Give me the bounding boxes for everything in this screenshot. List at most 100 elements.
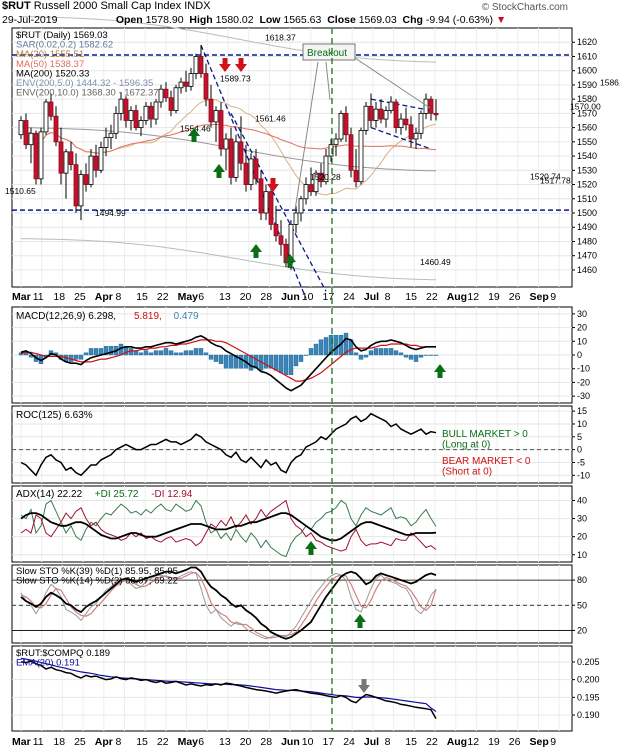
- legend-entry: ROC(125) 6.63%: [16, 410, 93, 421]
- candle: [218, 102, 224, 157]
- candle: [23, 113, 29, 149]
- y-tick-label: 1620: [577, 37, 597, 47]
- y-tick-label: 1520: [577, 180, 597, 190]
- x-axis-label: 10: [302, 291, 314, 303]
- x-axis-label: May: [178, 291, 199, 303]
- macd-histogram-bar: [278, 354, 284, 373]
- x-axis-label: Sep: [530, 736, 549, 748]
- macd-histogram-bar: [323, 337, 329, 356]
- candle-body: [163, 88, 169, 99]
- candle-body: [263, 191, 269, 214]
- x-axis-label: 22: [426, 736, 438, 748]
- candle-body: [253, 158, 259, 180]
- y-tick-label: -5: [577, 457, 585, 467]
- macd-histogram-bar: [388, 348, 394, 356]
- candle-body: [28, 132, 34, 146]
- y-tick-label: 1560: [577, 123, 597, 133]
- macd-histogram-bar: [403, 354, 409, 358]
- candle: [408, 116, 414, 148]
- x-axis-label: 28: [260, 736, 272, 748]
- buy-arrow-icon: [213, 164, 225, 178]
- macd-histogram-bar: [393, 350, 399, 356]
- breakout-callout-box: [302, 43, 356, 61]
- candle: [123, 96, 129, 128]
- macd-histogram-bar: [168, 350, 174, 356]
- candle: [353, 148, 359, 188]
- macd-histogram-bar: [358, 354, 364, 360]
- candle-body: [53, 115, 59, 143]
- macd-histogram-bar: [153, 350, 159, 356]
- candle-body: [23, 120, 29, 146]
- candle: [213, 106, 219, 142]
- candle-body: [133, 110, 139, 129]
- legend-entry: Slow STO %K(39) %D(1) 85.95, 85.95: [16, 566, 178, 577]
- candle: [308, 167, 314, 196]
- candle-body: [338, 112, 344, 140]
- candle-body: [83, 174, 89, 185]
- macd-histogram-bar: [18, 352, 24, 356]
- y-tick-label: 1470: [577, 251, 597, 261]
- macd-histogram-bar: [188, 350, 194, 356]
- y-tick-label: 1590: [577, 80, 597, 90]
- open-label: Open: [115, 14, 143, 26]
- candle-body: [333, 138, 339, 146]
- candle: [243, 144, 249, 192]
- macd-histogram-bar: [158, 350, 164, 356]
- x-axis-label: 17: [323, 736, 335, 748]
- price-annotation: 1520.28: [310, 172, 341, 182]
- candle-body: [358, 130, 364, 183]
- macd-histogram-bar: [428, 354, 434, 356]
- candle-body: [373, 108, 379, 121]
- x-axis-label: Jul: [364, 291, 379, 303]
- macd-histogram-bar: [163, 348, 169, 356]
- candle: [208, 84, 214, 128]
- candle: [313, 170, 319, 196]
- x-axis-label: 20: [240, 736, 252, 748]
- candle-body: [128, 110, 134, 121]
- x-axis-label: 20: [240, 291, 252, 303]
- candle-body: [203, 73, 209, 100]
- down-arrow-icon: ▼: [495, 14, 507, 26]
- candle: [398, 113, 404, 135]
- y-tick-label: 0.190: [577, 710, 600, 720]
- candle-body: [378, 108, 384, 120]
- macd-histogram-bar: [268, 354, 274, 369]
- symbol: $RUT: [2, 0, 31, 12]
- candle: [233, 134, 239, 182]
- legend-entry: MACD(12,26,9) 6.298,: [16, 311, 116, 322]
- price-annotation: 1589.73: [220, 73, 251, 83]
- y-tick-label: -10: [577, 364, 590, 374]
- candle: [138, 116, 144, 137]
- trendline-down-2: [230, 113, 327, 292]
- candle: [158, 84, 164, 108]
- candle: [258, 170, 264, 221]
- candle-body: [233, 141, 239, 178]
- sell-arrow-icon: [235, 58, 247, 72]
- candle-body: [183, 81, 189, 87]
- y-tick-label: 80: [577, 575, 587, 585]
- macd-line: [20, 334, 436, 392]
- macd-histogram-bar: [193, 348, 199, 356]
- y-tick-label: 5: [577, 432, 582, 442]
- candle: [83, 163, 89, 192]
- macd-histogram-bar: [373, 348, 379, 356]
- macd-histogram-bar: [293, 354, 299, 367]
- candle: [338, 110, 344, 142]
- candle: [133, 104, 139, 131]
- candle: [33, 130, 39, 185]
- low-label: Low: [259, 14, 281, 26]
- candle: [238, 116, 244, 171]
- candle: [58, 127, 64, 185]
- candle: [163, 82, 169, 102]
- candle: [433, 99, 439, 121]
- macd-histogram-bar: [93, 348, 99, 356]
- roc-note: BULL MARKET > 0: [442, 429, 528, 440]
- x-axis-label: 24: [343, 291, 355, 303]
- x-axis-label: 15: [405, 291, 417, 303]
- roc-line: [20, 412, 437, 477]
- buy-arrow-icon: [250, 244, 262, 258]
- ratio-line: [20, 660, 437, 719]
- candle: [278, 220, 284, 256]
- x-axis-label: 24: [343, 736, 355, 748]
- candle: [173, 84, 179, 114]
